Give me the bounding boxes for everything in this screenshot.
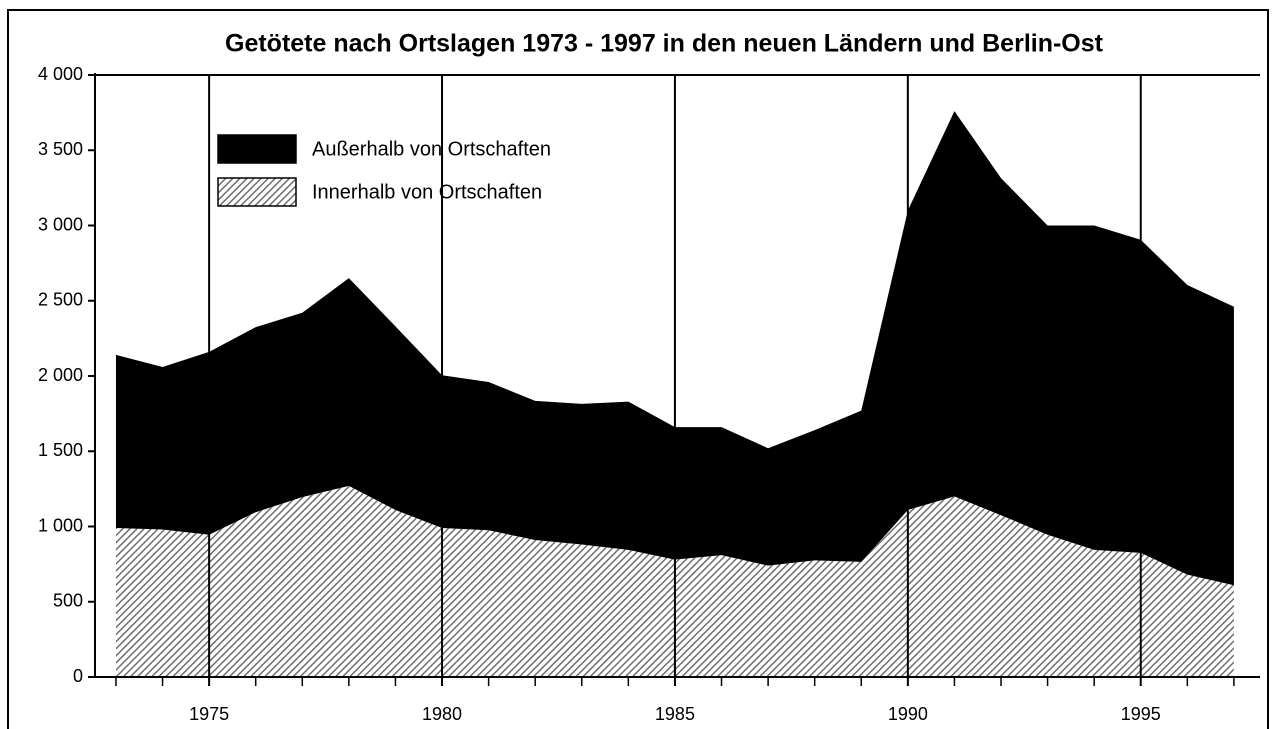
frame xyxy=(7,9,1269,729)
x-tick-label: 1985 xyxy=(655,704,695,724)
y-tick-label: 1 500 xyxy=(38,440,83,460)
x-tick-label: 1980 xyxy=(422,704,462,724)
legend-swatch xyxy=(217,177,297,207)
y-tick-label: 2 000 xyxy=(38,365,83,385)
y-tick-label: 3 000 xyxy=(38,214,83,234)
y-tick-label: 4 000 xyxy=(38,64,83,84)
y-tick-label: 1 000 xyxy=(38,515,83,535)
y-tick-label: 3 500 xyxy=(38,139,83,159)
chart-title: Getötete nach Ortslagen 1973 - 1997 in d… xyxy=(225,30,1104,58)
legend-swatch xyxy=(217,134,297,164)
x-tick-label: 1990 xyxy=(888,704,928,724)
y-tick-label: 0 xyxy=(73,666,83,686)
legend-label: Innerhalb von Ortschaften xyxy=(312,181,542,203)
x-tick-label: 1995 xyxy=(1121,704,1161,724)
legend-label: Außerhalb von Ortschaften xyxy=(312,138,551,160)
area xyxy=(115,111,1234,586)
y-tick-label: 2 500 xyxy=(38,290,83,310)
y-tick-label: 500 xyxy=(53,591,83,611)
x-tick-label: 1975 xyxy=(189,704,229,724)
